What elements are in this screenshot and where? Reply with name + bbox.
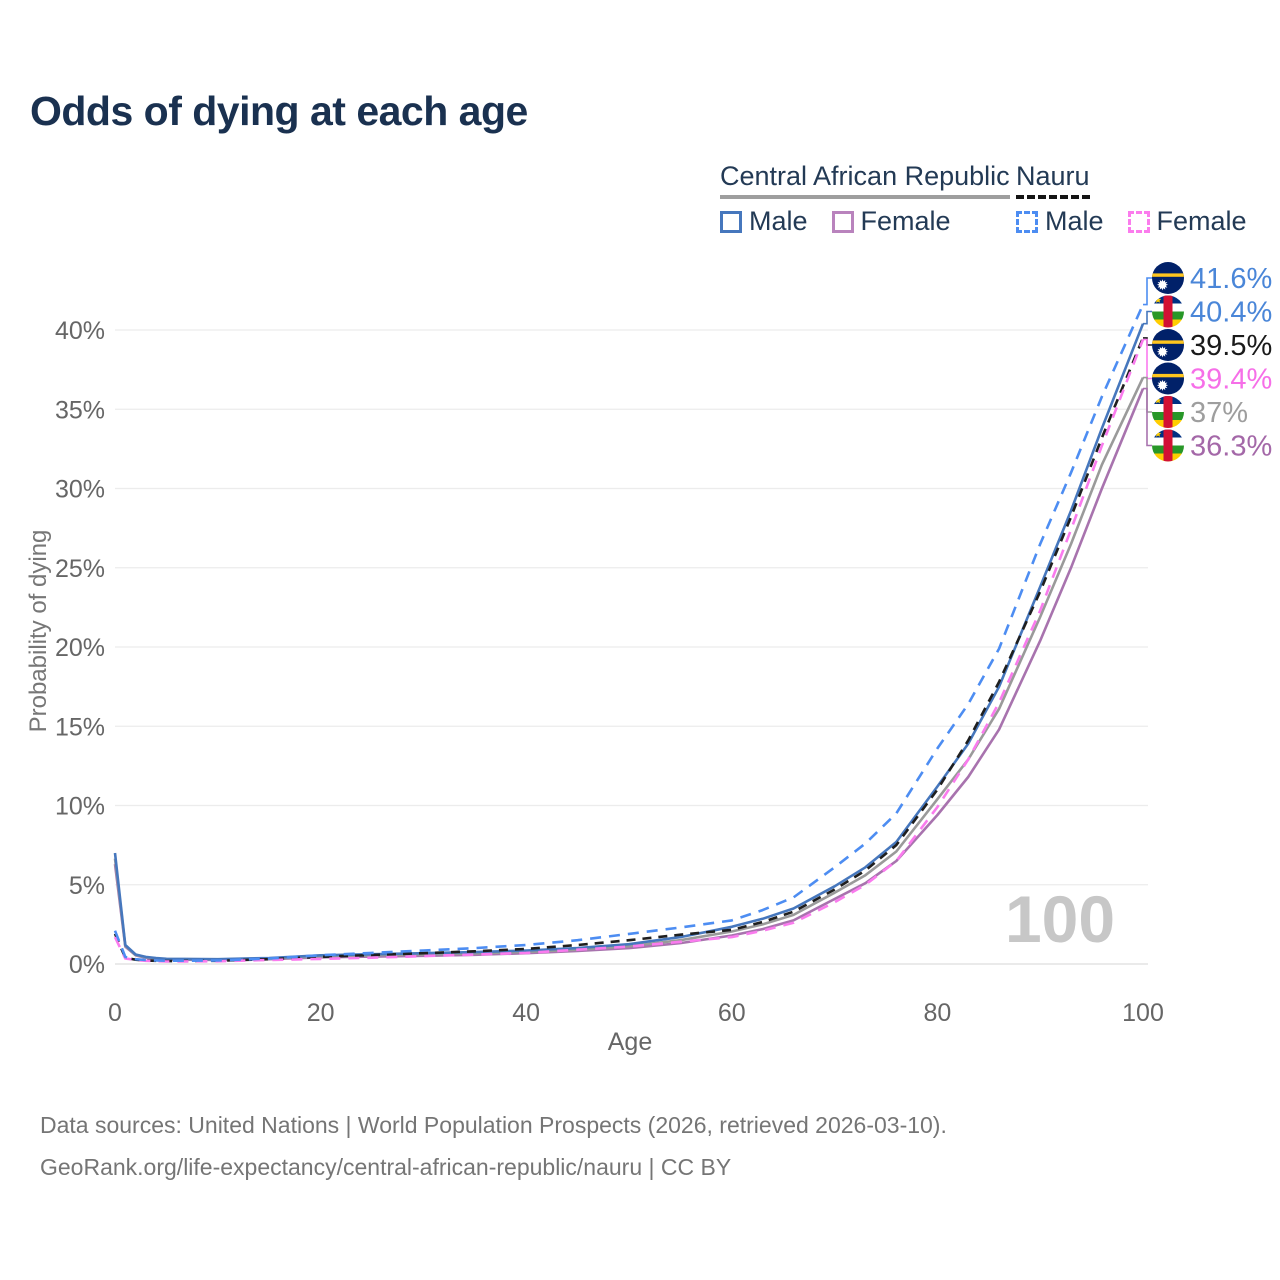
car-flag-icon — [1152, 396, 1184, 428]
nauru-flag-icon — [1152, 262, 1184, 294]
legend-swatch-car-male-icon — [720, 210, 742, 233]
nauru-flag-icon — [1152, 329, 1184, 361]
legend-country-nauru: Nauru — [1016, 162, 1090, 200]
legend-item-label: Male — [1045, 206, 1104, 237]
series-end-label-car-female: 36.3% — [1190, 431, 1272, 463]
chart-legend: Central African Republic Male Female Nau… — [0, 162, 1280, 252]
chart-plot-area[interactable]: 0% 5% 10% 15% 20% 25% 30% 35% 40% 0 20 40 60 80 100 Age… — [0, 0, 1280, 1090]
series-end-label-nauru-total: 39.5% — [1190, 330, 1272, 362]
y-tick-label: 35% — [55, 396, 105, 424]
y-tick-label: 15% — [55, 713, 105, 741]
series-end-label-car-male: 40.4% — [1190, 297, 1272, 329]
legend-item-label: Female — [860, 206, 951, 237]
y-tick-label: 40% — [55, 317, 105, 345]
watermark-age: 100 — [1005, 882, 1115, 956]
series-line-car-male[interactable] — [113, 323, 1145, 961]
series-connector-nauru-male — [1143, 277, 1152, 306]
x-tick-label: 100 — [1122, 999, 1164, 1027]
legend-item-label: Male — [749, 206, 808, 237]
y-axis-label: Probability of dying — [25, 530, 52, 733]
x-axis-label: Age — [608, 1028, 652, 1056]
legend-item-car-male[interactable]: Male — [720, 208, 808, 235]
x-tick-label: 40 — [512, 999, 540, 1027]
series-line-car-female[interactable] — [113, 388, 1145, 962]
chart-footer: Data sources: United Nations | World Pop… — [40, 1104, 1240, 1188]
y-tick-label: 10% — [55, 793, 105, 821]
legend-item-nauru-male[interactable]: Male — [1016, 208, 1104, 235]
x-tick-label: 0 — [108, 999, 122, 1027]
x-tick-label: 80 — [923, 999, 951, 1027]
legend-swatch-nauru-female-icon — [1127, 210, 1150, 233]
y-tick-label: 5% — [69, 872, 105, 900]
legend-swatch-car-female-icon — [831, 210, 854, 233]
series-line-nauru-female[interactable] — [113, 339, 1145, 963]
car-flag-icon — [1152, 429, 1184, 462]
car-flag-icon — [1152, 295, 1184, 328]
x-tick-label: 60 — [718, 999, 746, 1027]
nauru-flag-icon — [1152, 362, 1184, 395]
series-connector-car-male — [1143, 310, 1152, 325]
y-tick-label: 20% — [55, 634, 105, 662]
y-tick-label: 30% — [55, 476, 105, 504]
footer-attribution: GeoRank.org/life-expectancy/central-afri… — [40, 1154, 732, 1180]
legend-swatch-nauru-male-icon — [1016, 210, 1038, 233]
footer-data-sources: Data sources: United Nations | World Pop… — [40, 1112, 947, 1138]
series-connector-nauru-female — [1143, 338, 1152, 380]
page-title: Odds of dying at each age — [30, 88, 528, 134]
legend-item-label: Female — [1156, 206, 1247, 237]
legend-country-central-african-republic: Central African Republic — [720, 162, 1010, 200]
series-end-label-nauru-male: 41.6% — [1190, 263, 1272, 295]
series-line-nauru-total[interactable] — [113, 337, 1145, 963]
legend-item-nauru-female[interactable]: Female — [1127, 206, 1247, 237]
legend-item-car-female[interactable]: Female — [831, 206, 951, 237]
y-tick-label: 0% — [69, 951, 105, 979]
series-end-label-car-total: 37% — [1190, 397, 1248, 429]
x-tick-label: 20 — [307, 999, 335, 1027]
series-end-label-nauru-female: 39.4% — [1190, 364, 1272, 396]
y-tick-label: 25% — [55, 555, 105, 583]
series-connector-car-female — [1143, 387, 1152, 447]
series-line-nauru-male[interactable] — [113, 304, 1145, 963]
legend-group-central-african-republic: Central African Republic Male Female — [720, 162, 1010, 235]
legend-group-nauru: Nauru Male Female — [1016, 162, 1247, 235]
